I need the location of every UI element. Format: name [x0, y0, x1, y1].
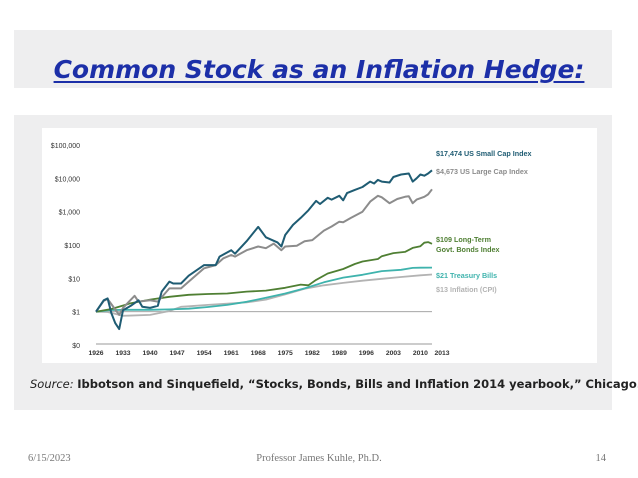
x-tick-label: 1961	[224, 350, 239, 357]
x-tick-label: 2010	[413, 350, 428, 357]
chart-axes: $100,000 $10,000 $1,000 $100 $10 $1 $0 1926 1933…	[51, 143, 450, 357]
x-tick-label: 1996	[359, 350, 374, 357]
footer-date: 6/15/2023	[28, 453, 71, 464]
x-tick-label: 2013	[434, 350, 449, 357]
series-line	[95, 169, 433, 331]
title-band	[14, 30, 612, 88]
slide-title: Common Stock as an Inflation Hedge:	[53, 55, 585, 84]
y-tick-label: $100	[64, 243, 80, 250]
series-label: Govt. Bonds Index	[436, 245, 500, 254]
y-tick-label: $100,000	[51, 143, 80, 150]
x-tick-label: 1982	[305, 350, 320, 357]
series-label: $109 Long-Term	[436, 235, 491, 244]
series-line	[95, 241, 433, 313]
chart-series-labels: $17,474 US Small Cap Index $4,673 US Larg…	[436, 149, 531, 294]
growth-line-chart: $100,000 $10,000 $1,000 $100 $10 $1 $0 1926 1933…	[51, 143, 532, 357]
series-line	[95, 266, 433, 313]
y-tick-label: $10	[68, 276, 80, 283]
series-line	[95, 273, 433, 317]
source-citation: Source: Ibbotson and Sinquefield, “Stock…	[30, 377, 638, 391]
series-label: $4,673 US Large Cap Index	[436, 167, 528, 176]
chart-area: $100,000 $10,000 $1,000 $100 $10 $1 $0 1926 1933…	[42, 128, 597, 363]
footer-presenter: Professor James Kuhle, Ph.D.	[256, 453, 382, 464]
series-line	[95, 188, 433, 316]
x-tick-label: 1940	[143, 350, 158, 357]
x-tick-label: 1933	[115, 350, 130, 357]
x-tick-label: 1989	[332, 350, 347, 357]
y-tick-label: $1,000	[59, 210, 81, 217]
y-tick-label: $10,000	[55, 176, 80, 183]
series-label: $17,474 US Small Cap Index	[436, 149, 531, 158]
x-tick-label: 1975	[278, 350, 293, 357]
x-tick-label: 1947	[170, 350, 185, 357]
x-tick-label: 2003	[386, 350, 401, 357]
y-tick-label: $1	[72, 310, 80, 317]
series-label: $13 Inflation (CPI)	[436, 285, 497, 294]
chart-series	[95, 169, 433, 331]
x-tick-label: 1968	[251, 350, 266, 357]
x-tick-label: 1926	[88, 350, 103, 357]
y-tick-label: $0	[72, 343, 80, 350]
footer-page-number: 14	[595, 453, 607, 464]
source-text: Ibbotson and Sinquefield, “Stocks, Bonds…	[77, 377, 638, 391]
series-label: $21 Treasury Bills	[436, 271, 497, 280]
x-tick-label: 1954	[197, 350, 212, 357]
source-label: Source:	[30, 377, 74, 391]
